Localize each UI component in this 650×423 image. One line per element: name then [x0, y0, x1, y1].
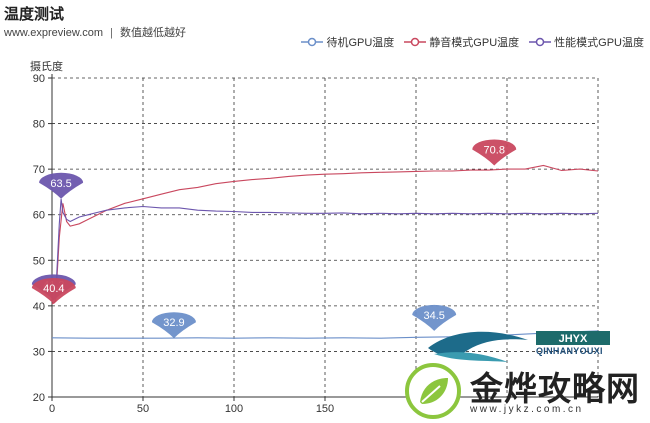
annotation-marker	[412, 304, 457, 331]
legend-item-silent[interactable]: 静音模式GPU温度	[404, 34, 519, 50]
legend-label: 静音模式GPU温度	[429, 37, 520, 49]
subtitle-separator: |	[110, 27, 113, 39]
x-tick-label: 100	[225, 403, 243, 415]
y-tick-label: 20	[33, 392, 45, 404]
source-site: www.expreview.com	[4, 27, 104, 39]
annotation-label: 32.9	[163, 317, 184, 329]
annotation-marker	[39, 172, 84, 199]
legend-label: 性能模式GPU温度	[554, 37, 644, 49]
y-tick-label: 60	[33, 210, 45, 222]
watermark-leaf-icon	[405, 363, 461, 419]
x-tick-label: 50	[137, 403, 149, 415]
chart-title: 温度测试	[4, 6, 65, 23]
annotation-marker	[472, 139, 517, 166]
legend-line-icon	[529, 37, 552, 47]
series-line-2	[51, 164, 599, 305]
subtitle-note: 数值越低越好	[120, 27, 187, 39]
x-tick-label: 0	[49, 403, 55, 415]
watermark-logo: JHYX	[536, 331, 610, 345]
annotation-marker	[151, 312, 196, 339]
watermark-logo-text: QINHANYOUXI	[536, 346, 603, 356]
annotation-label: 70.8	[484, 144, 505, 156]
series-line-3	[51, 198, 599, 301]
y-tick-label: 30	[33, 346, 45, 358]
watermark-fish-icon	[428, 331, 528, 362]
y-tick-label: 80	[33, 119, 45, 131]
chart-subtitle: www.expreview.com | 数值越低越好	[4, 24, 186, 40]
annotation-label: 34.5	[423, 310, 444, 322]
legend-item-performance[interactable]: 性能模式GPU温度	[529, 34, 644, 50]
y-tick-label: 90	[33, 73, 45, 85]
watermark-logo-letters: JHYX	[559, 333, 588, 345]
watermark-url: www.jykz.com.cn	[470, 404, 584, 415]
y-axis-label: 摄氏度	[30, 61, 63, 73]
annotation-label: 63.5	[50, 178, 71, 190]
annotation-label: 40.4	[43, 283, 64, 295]
legend-line-icon	[301, 37, 324, 47]
annotation-marker	[31, 278, 76, 305]
y-tick-label: 40	[33, 301, 45, 313]
legend-item-idle[interactable]: 待机GPU温度	[301, 34, 394, 50]
chart-legend: 待机GPU温度 静音模式GPU温度 性能模式GPU温度	[301, 34, 644, 50]
legend-line-icon	[404, 37, 427, 47]
legend-label: 待机GPU温度	[326, 37, 395, 49]
watermark-main-text: 金烨攻略网	[470, 370, 640, 407]
x-tick-label: 150	[316, 403, 334, 415]
y-tick-label: 50	[33, 255, 45, 267]
y-tick-label: 70	[33, 164, 45, 176]
